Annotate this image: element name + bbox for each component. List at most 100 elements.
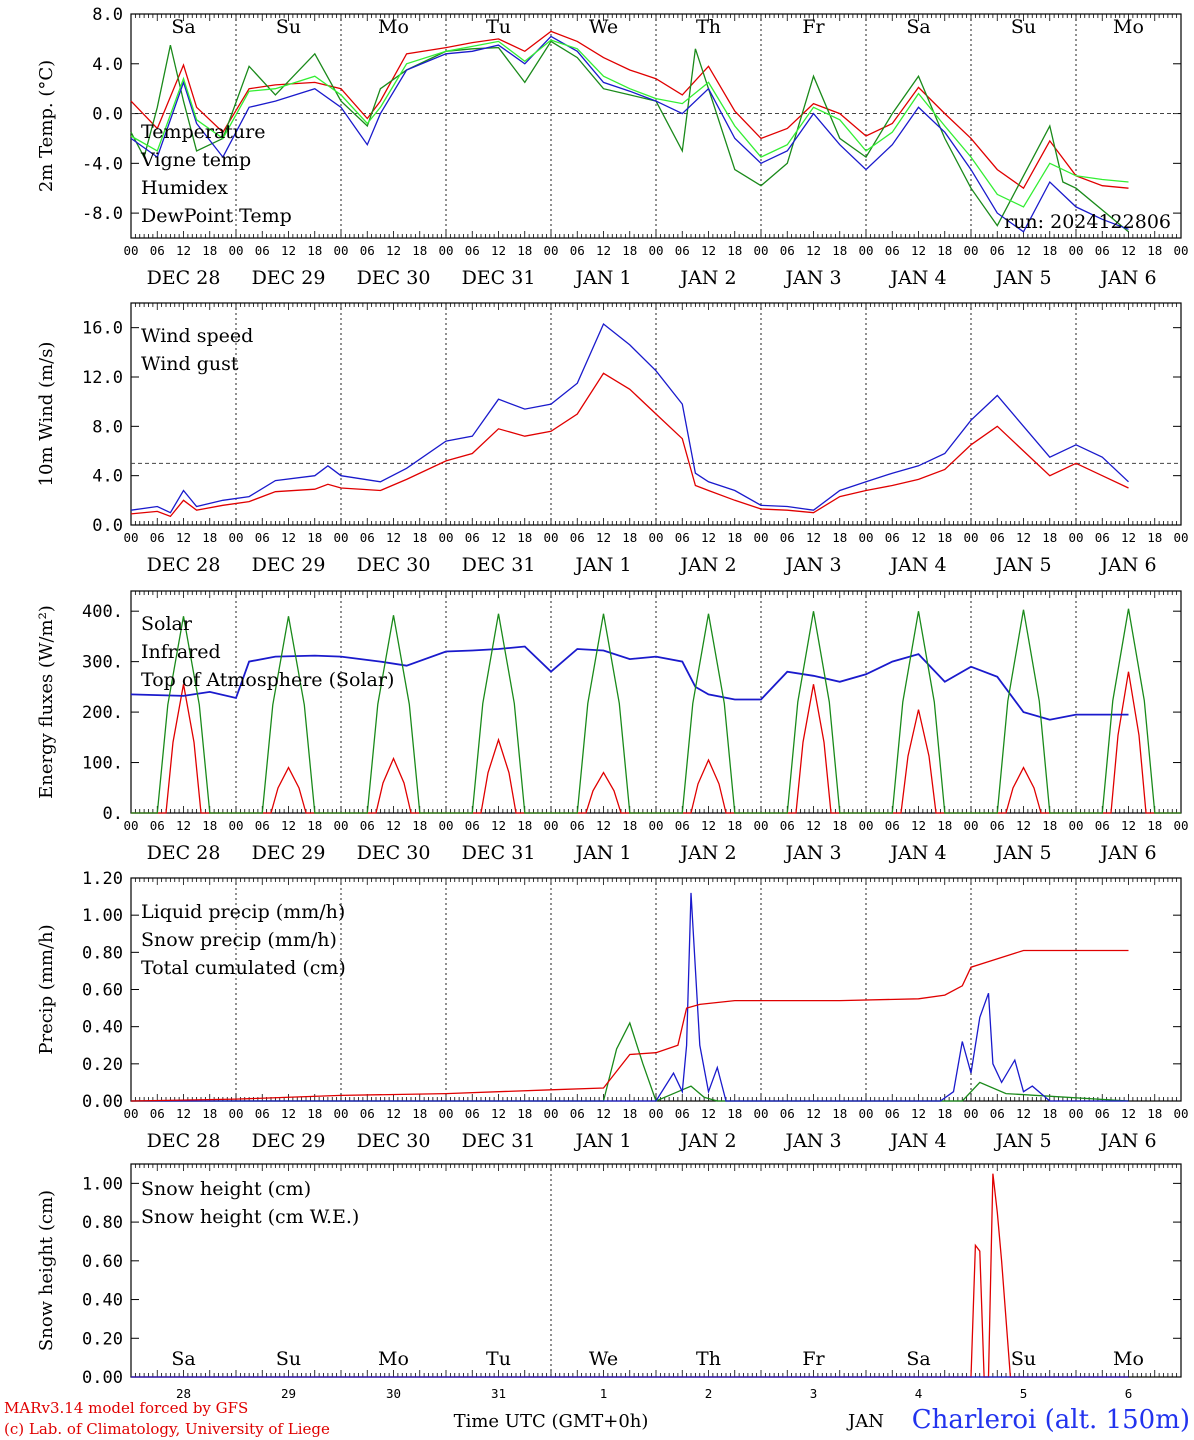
weekday-label: Fr [802, 1348, 825, 1370]
hour-tick-label: 00 [753, 1106, 768, 1121]
panel-wind [130, 302, 1182, 526]
day-number-label: 3 [810, 1386, 818, 1401]
hour-tick-label: 00 [333, 243, 348, 258]
hour-tick-label: 06 [675, 1106, 690, 1121]
date-label: DEC 31 [462, 554, 536, 576]
hour-tick-label: 18 [307, 818, 322, 833]
date-label: JAN 5 [993, 267, 1051, 289]
hour-tick-label: 06 [360, 818, 375, 833]
date-label: JAN 3 [783, 1130, 841, 1152]
hour-tick-label: 00 [858, 530, 873, 545]
y-tick-label: 400. [82, 602, 123, 622]
legend-entry: Snow height (cm W.E.) [141, 1206, 359, 1228]
date-label: JAN 5 [993, 1130, 1051, 1152]
hour-tick-label: 06 [360, 243, 375, 258]
x-axis-title: Time UTC (GMT+0h) [454, 1411, 649, 1432]
hour-tick-label: 12 [701, 818, 716, 833]
date-label: JAN 5 [993, 554, 1051, 576]
hour-tick-label: 12 [386, 530, 401, 545]
y-tick-label: 4.0 [92, 55, 123, 75]
hour-tick-label: 06 [1095, 1106, 1110, 1121]
panel-snow [130, 1163, 1182, 1378]
date-label: JAN 1 [573, 1130, 631, 1152]
date-label: JAN 4 [888, 267, 946, 289]
hour-tick-label: 06 [255, 1106, 270, 1121]
date-label: JAN 3 [783, 554, 841, 576]
y-tick-label: 12.0 [82, 368, 123, 388]
date-label: JAN 3 [783, 267, 841, 289]
date-label: DEC 30 [357, 842, 431, 864]
hour-tick-label: 18 [202, 243, 217, 258]
hour-tick-label: 12 [386, 243, 401, 258]
weekday-label: Su [276, 1348, 301, 1370]
hour-tick-label: 18 [832, 530, 847, 545]
hour-tick-label: 06 [885, 1106, 900, 1121]
date-label: JAN 2 [678, 1130, 736, 1152]
y-tick-label: 100. [82, 754, 123, 774]
hour-tick-label: 12 [281, 243, 296, 258]
hour-tick-label: 06 [885, 243, 900, 258]
day-number-label: 2 [705, 1386, 713, 1401]
date-label: JAN 4 [888, 842, 946, 864]
hour-tick-label: 18 [727, 243, 742, 258]
hour-tick-label: 00 [1068, 818, 1083, 833]
hour-tick-label: 06 [990, 818, 1005, 833]
hour-tick-label: 00 [963, 530, 978, 545]
date-label: JAN 2 [678, 842, 736, 864]
y-tick-label: 0.80 [82, 943, 123, 963]
series-line-wind-0 [130, 372, 1129, 518]
hour-tick-label: 00 [438, 530, 453, 545]
date-label: DEC 28 [147, 267, 221, 289]
hour-tick-label: 00 [333, 1106, 348, 1121]
date-label: JAN 5 [993, 842, 1051, 864]
hour-tick-label: 00 [123, 1106, 138, 1121]
hour-tick-label: 12 [911, 818, 926, 833]
hour-tick-label: 18 [727, 818, 742, 833]
hour-tick-label: 00 [438, 818, 453, 833]
day-number-label: 5 [1020, 1386, 1028, 1401]
y-tick-label: 0.0 [92, 516, 123, 536]
hour-tick-label: 06 [570, 818, 585, 833]
hour-tick-label: 06 [570, 530, 585, 545]
legend-entry: Snow height (cm) [141, 1178, 311, 1200]
y-tick-label: 1.20 [82, 869, 123, 889]
hour-tick-label: 12 [701, 243, 716, 258]
y-axis-label: 2m Temp. (°C) [36, 60, 57, 192]
hour-tick-label: 00 [333, 530, 348, 545]
hour-tick-label: 18 [1042, 243, 1057, 258]
date-label: DEC 29 [252, 554, 326, 576]
legend-entry: Solar [141, 613, 193, 635]
date-label: JAN 2 [678, 554, 736, 576]
y-tick-label: 0.20 [82, 1055, 123, 1075]
hour-tick-label: 18 [517, 1106, 532, 1121]
hour-tick-label: 12 [596, 243, 611, 258]
date-label: DEC 31 [462, 267, 536, 289]
hour-tick-label: 12 [281, 530, 296, 545]
hour-tick-label: 12 [386, 818, 401, 833]
hour-tick-label: 12 [491, 530, 506, 545]
hour-tick-label: 06 [780, 243, 795, 258]
weekday-label: Mo [378, 1348, 409, 1370]
weekday-label: Th [696, 1348, 721, 1370]
series-line-precip-2 [130, 949, 1129, 1102]
hour-tick-label: 00 [438, 1106, 453, 1121]
legend-entry: Temperature [141, 121, 265, 143]
station-label: Charleroi (alt. 150m) [912, 1405, 1190, 1435]
hour-tick-label: 18 [727, 530, 742, 545]
hour-tick-label: 00 [543, 818, 558, 833]
date-label: JAN 3 [783, 842, 841, 864]
hour-tick-label: 12 [281, 1106, 296, 1121]
hour-tick-label: 18 [937, 243, 952, 258]
hour-tick-label: 12 [806, 530, 821, 545]
hour-tick-label: 00 [1068, 243, 1083, 258]
y-tick-label: 0.60 [82, 981, 123, 1001]
y-tick-label: 0.00 [82, 1092, 123, 1112]
weekday-label: Su [1011, 16, 1036, 38]
y-tick-label: 0.20 [82, 1329, 123, 1349]
credit-lab: (c) Lab. of Climatology, University of L… [4, 1420, 330, 1438]
weekday-label: Th [696, 16, 721, 38]
weekday-label: Mo [1113, 16, 1144, 38]
weekday-label: Mo [1113, 1348, 1144, 1370]
date-label: DEC 30 [357, 267, 431, 289]
hour-tick-label: 06 [885, 530, 900, 545]
